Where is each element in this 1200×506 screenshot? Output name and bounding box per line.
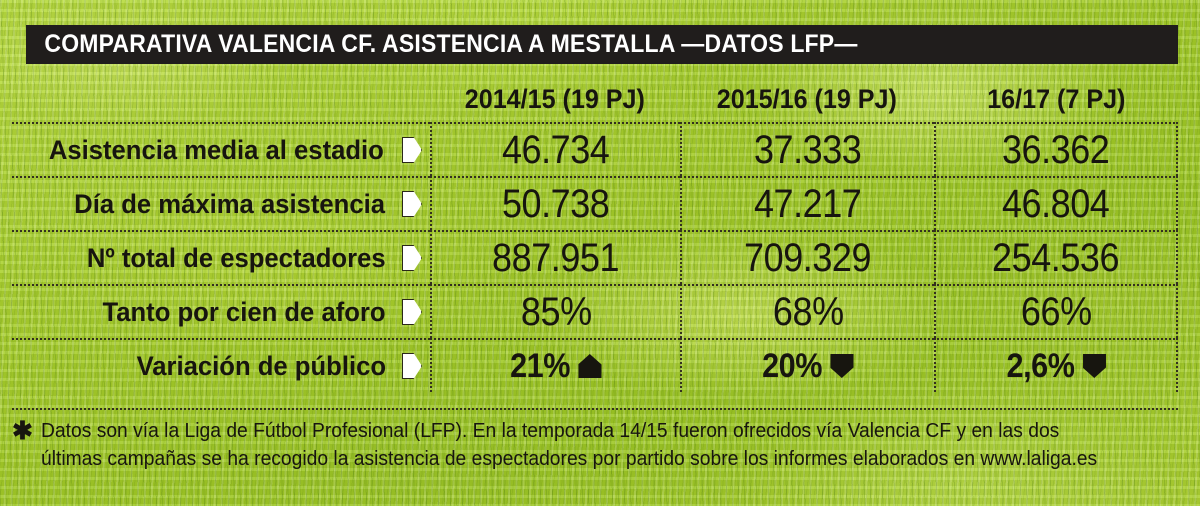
table-row: Día de máxima asistencia [12,176,430,230]
table-row: Variación de público [12,338,430,392]
title-banner: COMPARATIVA VALENCIA CF. ASISTENCIA A ME… [26,25,1178,64]
row-label: Asistencia media al estadio [49,134,385,165]
pennant-arrow-icon [402,353,422,379]
row-label: Tanto por cien de aforo [102,296,386,327]
trend-down-icon [1082,354,1106,378]
cell-value: 46.734 [502,127,610,172]
table-cell: 887.951 [430,230,680,284]
pennant-arrow-icon [402,245,422,271]
table-cell: 21% [430,338,680,392]
table-cell: 2,6% [934,338,1178,392]
cell-value: 21% [510,346,571,385]
column-header-label: 16/17 (7 PJ) [986,83,1126,114]
cell-value: 709.329 [744,235,872,280]
trend-up-icon [578,354,602,378]
footnote-text: Datos son vía la Liga de Fútbol Profesio… [40,419,1098,470]
table-cell: 47.217 [680,176,934,230]
table-cell: 709.329 [680,230,934,284]
table-cell: 20% [680,338,934,392]
row-label: Variación de público [136,350,387,381]
table-cell: 46.734 [430,122,680,176]
pennant-arrow-icon [402,137,422,163]
attendance-comparison-table: 2014/15 (19 PJ) 2015/16 (19 PJ) 16/17 (7… [12,76,1178,392]
table-row: Asistencia media al estadio [12,122,430,176]
page-title: COMPARATIVA VALENCIA CF. ASISTENCIA A ME… [44,30,858,58]
cell-value: 37.333 [754,127,862,172]
cell-value: 2,6% [1006,346,1075,385]
table-row: Tanto por cien de aforo [12,284,430,338]
table-cell: 37.333 [680,122,934,176]
cell-value: 46.804 [1002,181,1110,226]
column-header-label: 2014/15 (19 PJ) [464,83,646,114]
table-cell: 50.738 [430,176,680,230]
column-header-16-17: 16/17 (7 PJ) [934,76,1178,122]
trend-down-icon [830,354,854,378]
cell-value: 85% [520,289,592,334]
asterisk-icon: ✱ [12,417,33,445]
cell-value: 50.738 [502,181,610,226]
cell-value-with-trend: 21% [510,346,602,386]
cell-value: 68% [772,289,844,334]
pennant-arrow-icon [402,191,422,217]
table-cell: 85% [430,284,680,338]
table-cell: 66% [934,284,1178,338]
column-header-2015-16: 2015/16 (19 PJ) [680,76,934,122]
table-row: Nº total de espectadores [12,230,430,284]
table-cell: 68% [680,284,934,338]
row-label: Día de máxima asistencia [73,188,385,219]
cell-value: 254.536 [992,235,1120,280]
table-cell: 254.536 [934,230,1178,284]
row-label: Nº total de espectadores [86,242,386,273]
cell-value-with-trend: 2,6% [1006,346,1106,386]
table-corner-cell [12,76,430,122]
cell-value-with-trend: 20% [762,346,854,386]
cell-value: 66% [1020,289,1092,334]
cell-value: 20% [762,346,823,385]
table-cell: 46.804 [934,176,1178,230]
cell-value: 887.951 [492,235,620,280]
table-cell: 36.362 [934,122,1178,176]
column-header-2014-15: 2014/15 (19 PJ) [430,76,680,122]
column-header-label: 2015/16 (19 PJ) [716,83,898,114]
cell-value: 36.362 [1002,127,1110,172]
footnote: ✱ Datos son vía la Liga de Fútbol Profes… [12,408,1178,473]
cell-value: 47.217 [754,181,862,226]
pennant-arrow-icon [402,299,422,325]
